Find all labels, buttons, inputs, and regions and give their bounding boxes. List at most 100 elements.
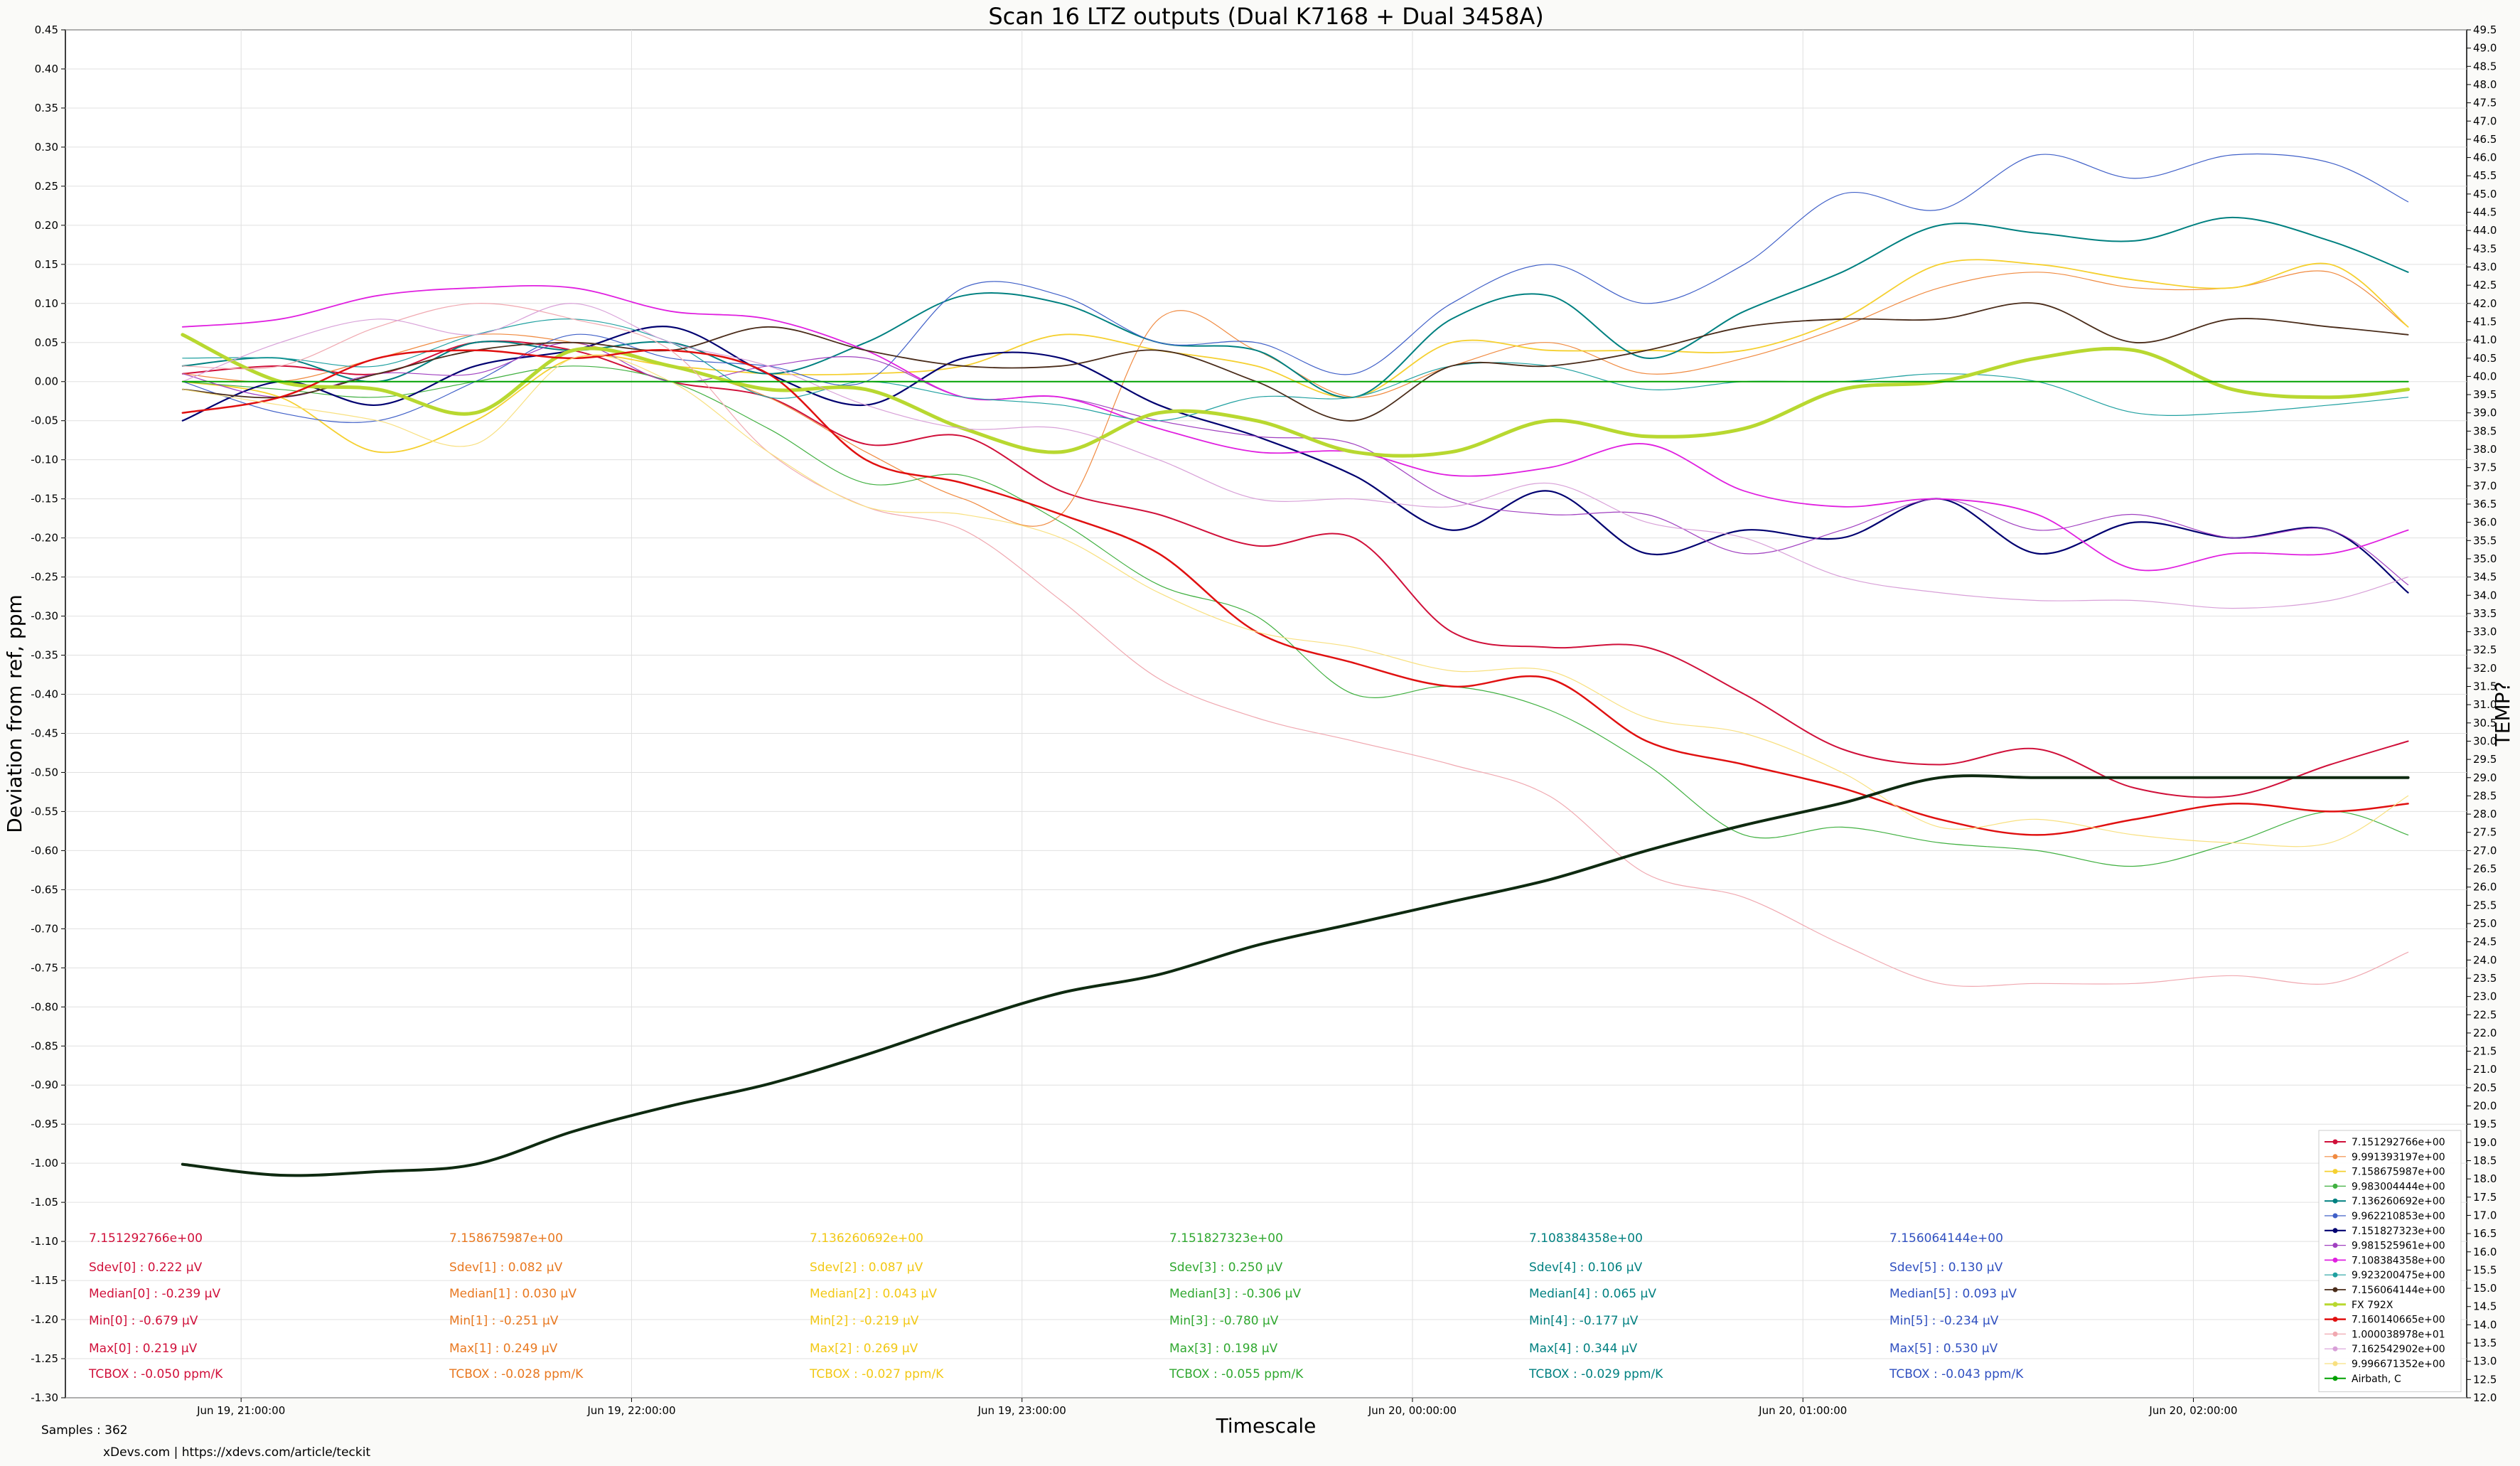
- y-tick-label: -0.40: [31, 688, 58, 701]
- x-tick-label: Jun 20, 02:00:00: [2148, 1404, 2237, 1417]
- y2-tick-label: 40.5: [2473, 352, 2497, 365]
- chart-title: Scan 16 LTZ outputs (Dual K7168 + Dual 3…: [988, 3, 1543, 30]
- legend-label: 1.000038978e+01: [2352, 1329, 2445, 1340]
- y2-tick-label: 36.5: [2473, 498, 2497, 510]
- y-tick-label: -1.30: [31, 1391, 58, 1404]
- y2-tick-label: 45.0: [2473, 188, 2497, 200]
- legend-label: 9.996671352e+00: [2352, 1359, 2445, 1370]
- legend-box: [2318, 1130, 2462, 1393]
- y2-tick-label: 27.0: [2473, 844, 2497, 857]
- stat-text: 7.151827323e+00: [1169, 1231, 1283, 1246]
- y2-tick-label: 14.5: [2473, 1300, 2497, 1313]
- y2-tick-label: 31.5: [2473, 680, 2497, 693]
- legend-label: 7.160140665e+00: [2352, 1315, 2445, 1326]
- legend-marker: [2332, 1213, 2338, 1219]
- stat-text: Max[5] : 0.530 µV: [1889, 1342, 1998, 1356]
- y2-tick-label: 39.0: [2473, 407, 2497, 419]
- y2-tick-label: 17.5: [2473, 1191, 2497, 1204]
- series-line: [182, 365, 2409, 867]
- x-tick-label: Jun 19, 21:00:00: [196, 1404, 285, 1417]
- y2-tick-label: 29.5: [2473, 753, 2497, 766]
- legend-marker: [2332, 1243, 2338, 1248]
- y2-tick-label: 33.5: [2473, 607, 2497, 620]
- stat-text: Median[3] : -0.306 µV: [1169, 1287, 1301, 1301]
- legend-label: 9.983004444e+00: [2352, 1181, 2445, 1192]
- y2-tick-label: 15.5: [2473, 1263, 2497, 1276]
- y2-tick-label: 20.0: [2473, 1100, 2497, 1113]
- series-line: [181, 285, 2409, 572]
- y2-tick-label: 24.5: [2473, 936, 2497, 948]
- series-line: [181, 333, 2411, 458]
- stat-text: Sdev[4] : 0.106 µV: [1529, 1261, 1643, 1275]
- y2-tick-label: 30.0: [2473, 734, 2497, 747]
- y2-tick-label: 48.0: [2473, 78, 2497, 91]
- y2-tick-label: 40.0: [2473, 370, 2497, 382]
- stat-text: 7.136260692e+00: [810, 1231, 923, 1246]
- y2-tick-label: 12.5: [2473, 1373, 2497, 1386]
- series-line: [181, 348, 2409, 836]
- stat-text: Median[4] : 0.065 µV: [1529, 1287, 1656, 1301]
- y-tick-label: -0.30: [31, 610, 58, 623]
- legend-label: 7.156064144e+00: [2352, 1285, 2445, 1296]
- y2-tick-label: 13.0: [2473, 1355, 2497, 1368]
- x-axis-label: Timescale: [1216, 1414, 1317, 1438]
- legend-label: Airbath, C: [2352, 1374, 2401, 1385]
- stat-text: TCBOX : -0.027 ppm/K: [809, 1367, 944, 1381]
- legend-label: FX 792X: [2352, 1300, 2393, 1311]
- stat-text: 7.156064144e+00: [1889, 1231, 2003, 1246]
- y2-tick-label: 31.0: [2473, 698, 2497, 711]
- stat-text: Median[5] : 0.093 µV: [1889, 1287, 2017, 1301]
- y2-tick-label: 30.5: [2473, 717, 2497, 729]
- series-line: [182, 303, 2409, 609]
- y-tick-label: -1.20: [31, 1313, 58, 1326]
- legend-marker: [2332, 1361, 2338, 1366]
- y-tick-label: -0.65: [31, 883, 58, 896]
- y2-tick-label: 23.5: [2473, 972, 2497, 985]
- y-tick-label: 0.15: [35, 258, 58, 271]
- legend-label: 7.136260692e+00: [2352, 1196, 2445, 1207]
- y2-tick-label: 45.5: [2473, 169, 2497, 182]
- legend-label: 9.923200475e+00: [2352, 1270, 2445, 1281]
- y2-tick-label: 37.5: [2473, 461, 2497, 474]
- y2-tick-label: 49.0: [2473, 42, 2497, 55]
- y2-tick-label: 22.0: [2473, 1027, 2497, 1039]
- y2-tick-label: 18.0: [2473, 1172, 2497, 1185]
- legend-marker: [2332, 1169, 2338, 1175]
- stat-text: Sdev[3] : 0.250 µV: [1169, 1261, 1283, 1275]
- legend-marker: [2332, 1376, 2338, 1381]
- stat-text: 7.108384358e+00: [1529, 1231, 1643, 1246]
- y-tick-label: -0.35: [31, 649, 58, 662]
- stat-text: Max[2] : 0.269 µV: [810, 1342, 918, 1356]
- y-tick-label: -0.45: [31, 727, 58, 739]
- y2-tick-label: 34.0: [2473, 589, 2497, 601]
- y-tick-label: 0.20: [35, 219, 58, 232]
- y2-tick-label: 33.0: [2473, 626, 2497, 638]
- stat-text: Min[3] : -0.780 µV: [1169, 1314, 1279, 1328]
- y2-tick-label: 38.0: [2473, 443, 2497, 456]
- y2-tick-label: 41.5: [2473, 315, 2497, 328]
- y2-tick-label: 18.5: [2473, 1155, 2497, 1167]
- y2-tick-label: 46.0: [2473, 151, 2497, 164]
- legend-marker: [2332, 1154, 2338, 1160]
- y2-tick-label: 35.0: [2473, 552, 2497, 565]
- y-tick-label: 0.45: [35, 23, 58, 36]
- y2-tick-label: 14.0: [2473, 1318, 2497, 1331]
- stat-text: TCBOX : -0.050 ppm/K: [88, 1367, 223, 1381]
- x-tick-label: Jun 19, 23:00:00: [977, 1404, 1066, 1417]
- y-tick-label: 0.00: [35, 375, 58, 388]
- stat-text: Max[1] : 0.249 µV: [449, 1342, 558, 1356]
- stats-block: 7.151292766e+00 Sdev[0] : 0.222 µV Median[…: [88, 1231, 2024, 1381]
- y-tick-labels: 0.45 0.40 0.35 0.30 0.25 0.20 0.15 0.10 0.05 0.00…: [31, 23, 65, 1404]
- y-tick-label: -1.05: [31, 1196, 58, 1209]
- y2-tick-label: 49.5: [2473, 23, 2497, 36]
- y-tick-label: 0.25: [35, 180, 58, 193]
- stat-text: 7.158675987e+00: [449, 1231, 563, 1246]
- y2-tick-label: 26.0: [2473, 881, 2497, 894]
- y-tick-label: -0.75: [31, 961, 58, 974]
- stat-text: TCBOX : -0.028 ppm/K: [449, 1367, 584, 1381]
- legend-label: 9.962210853e+00: [2352, 1211, 2445, 1222]
- stat-text: Sdev[5] : 0.130 µV: [1889, 1261, 2003, 1275]
- y-tick-label: 0.35: [35, 102, 58, 114]
- y2-tick-label: 37.0: [2473, 479, 2497, 492]
